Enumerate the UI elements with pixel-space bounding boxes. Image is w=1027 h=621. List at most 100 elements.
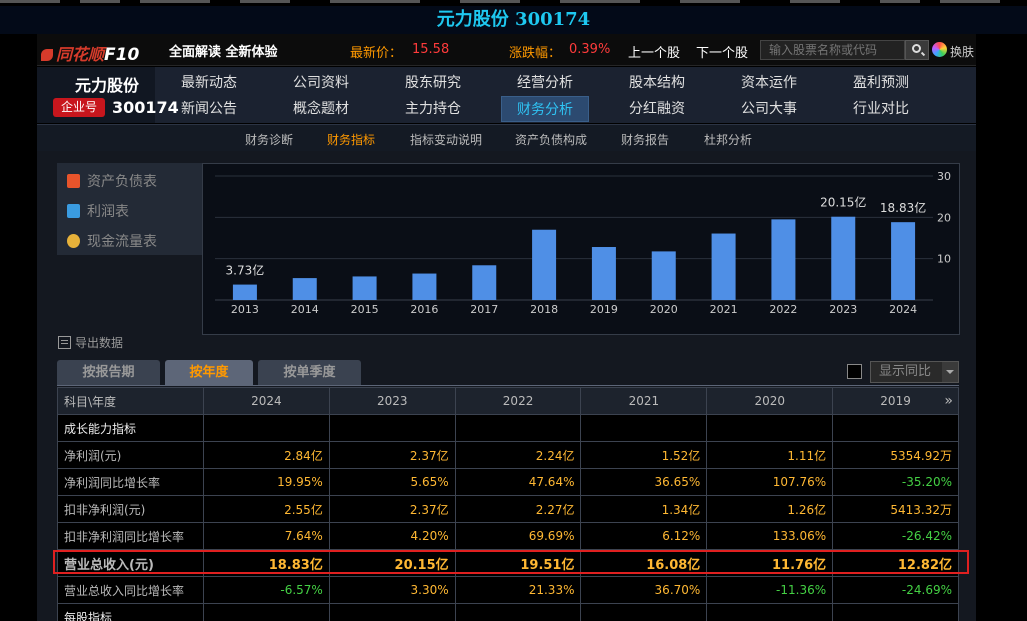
subnav-item[interactable]: 财务指标 [327,133,376,147]
bar [711,233,736,300]
y-tick-label: 30 [937,170,951,183]
subnav-item[interactable]: 财务报告 [621,133,670,147]
table-cell: 1.11亿 [706,441,834,469]
table-row: 扣非净利润同比增长率 7.64% 4.20% 69.69% 6.12% 133.06% -2… [57,522,959,550]
table-cell: 12.82亿 [832,549,959,577]
top-strip [0,0,1027,6]
next-stock-link[interactable]: 下一个股 [696,46,749,61]
subnav-item[interactable]: 资产负债构成 [515,133,588,147]
nav-item[interactable]: 主力持仓 [405,101,461,117]
search-icon [912,44,921,53]
nav-item[interactable]: 财务分析 [501,96,589,122]
table-cell: 1.34亿 [580,495,708,523]
bar [831,216,856,300]
left-menu-label: 资产负债表 [87,174,157,190]
row-label: 净利润(元) [57,441,204,469]
table-cell: 20.15亿 [328,549,456,577]
table-cell: 11.76亿 [706,549,834,577]
table-cell: 47.64% [454,468,582,496]
nav-item[interactable]: 分红融资 [629,101,685,117]
export-label: 导出数据 [75,336,124,350]
table-cell [706,414,834,442]
year-header[interactable]: 2020 [706,387,834,415]
table-row: 净利润同比增长率 19.95% 5.65% 47.64% 36.65% 107.76% -3… [57,468,959,496]
enterprise-badge[interactable]: 企业号 [53,98,105,117]
export-data-button[interactable]: 导出数据 [58,334,123,351]
subnav-item[interactable]: 指标变动说明 [410,133,483,147]
x-tick-label: 2021 [710,303,738,316]
nav-item[interactable]: 最新动态 [181,75,237,91]
table-cell: 69.69% [454,522,582,550]
bar [771,219,796,300]
table-row: 净利润(元) 2.84亿 2.37亿 2.24亿 1.52亿 1.11亿 5354.92万 [57,441,959,469]
year-header[interactable]: 2024 [203,387,330,415]
stock-search-input[interactable] [760,40,905,60]
year-header[interactable]: 2019» [832,387,959,415]
x-tick-label: 2014 [291,303,319,316]
data-label: 20.15亿 [820,195,866,210]
year-header[interactable]: 2023 [328,387,456,415]
period-tab[interactable]: 按单季度 [258,360,361,386]
table-cell: 7.64% [203,522,330,550]
year-header[interactable]: 2021 [580,387,708,415]
nav-item[interactable]: 行业对比 [853,101,909,117]
year-header[interactable]: 2022 [454,387,582,415]
yoy-checkbox[interactable] [847,364,862,379]
subnav-item[interactable]: 财务诊断 [245,133,294,147]
table-cell: -11.36% [706,576,834,604]
subnav-item[interactable]: 杜邦分析 [704,133,753,147]
stock-name: 元力股份 [75,76,140,95]
nav-item[interactable]: 公司资料 [293,75,349,91]
ths-logo[interactable]: 同花顺F10 [41,41,139,65]
left-menu-item[interactable]: 资产负债表 [67,171,157,193]
table-cell: 2.27亿 [454,495,582,523]
x-tick-label: 2017 [470,303,498,316]
nav-item[interactable]: 公司大事 [741,101,797,117]
data-label: 18.83亿 [880,200,926,215]
table-cell: 2.24亿 [454,441,582,469]
nav-item[interactable]: 股本结构 [629,75,685,91]
skin-label[interactable]: 换肤 [950,45,975,59]
table-cell [832,414,959,442]
period-tab[interactable]: 按报告期 [57,360,160,386]
left-menu-item[interactable]: 现金流量表 [67,231,157,253]
ths-logo-icon [41,49,53,61]
table-cell: -35.20% [832,468,959,496]
double-chevron-right-icon[interactable]: » [944,393,953,409]
skin-icon[interactable] [932,42,947,57]
nav-item[interactable]: 盈利预测 [853,75,909,91]
table-cell: 133.06% [706,522,834,550]
tab-underline [57,385,959,386]
row-label: 扣非净利润同比增长率 [57,522,204,550]
table-cell: 1.52亿 [580,441,708,469]
main-nav: 元力股份 企业号 300174 最新动态 公司资料 股东研究 经营分析 股本结构 资本运作… [37,67,976,123]
prev-stock-link[interactable]: 上一个股 [628,46,681,61]
table-cell: 2.37亿 [328,441,456,469]
bar [292,278,317,300]
table-cell: 36.65% [580,468,708,496]
table-cell: 18.83亿 [203,549,330,577]
left-menu-item[interactable]: 利润表 [67,201,129,223]
financial-table: 科目\年度 2024 2023 2022 2021 2020 2019» 成长能力指标 净利润(… [57,387,959,621]
table-cell: -6.57% [203,576,330,604]
row-label: 营业总收入(元) [57,549,204,577]
period-tab[interactable]: 按年度 [165,360,253,386]
yoy-select[interactable]: 显示同比 [870,361,959,383]
table-cell: 1.26亿 [706,495,834,523]
x-tick-label: 2015 [351,303,379,316]
x-tick-label: 2024 [889,303,917,316]
table-cell: 4.20% [328,522,456,550]
x-tick-label: 2013 [231,303,259,316]
logo-text: 同花顺 [56,45,105,64]
search-button[interactable] [905,40,929,60]
table-cell: 3.30% [328,576,456,604]
nav-item[interactable]: 概念题材 [293,101,349,117]
nav-item[interactable]: 股东研究 [405,75,461,91]
nav-item[interactable]: 经营分析 [517,75,573,91]
y-tick-label: 10 [937,253,951,266]
nav-item[interactable]: 新闻公告 [181,101,237,117]
x-tick-label: 2020 [650,303,678,316]
nav-item[interactable]: 资本运作 [741,75,797,91]
table-cell: 2.84亿 [203,441,330,469]
bar [412,273,437,300]
